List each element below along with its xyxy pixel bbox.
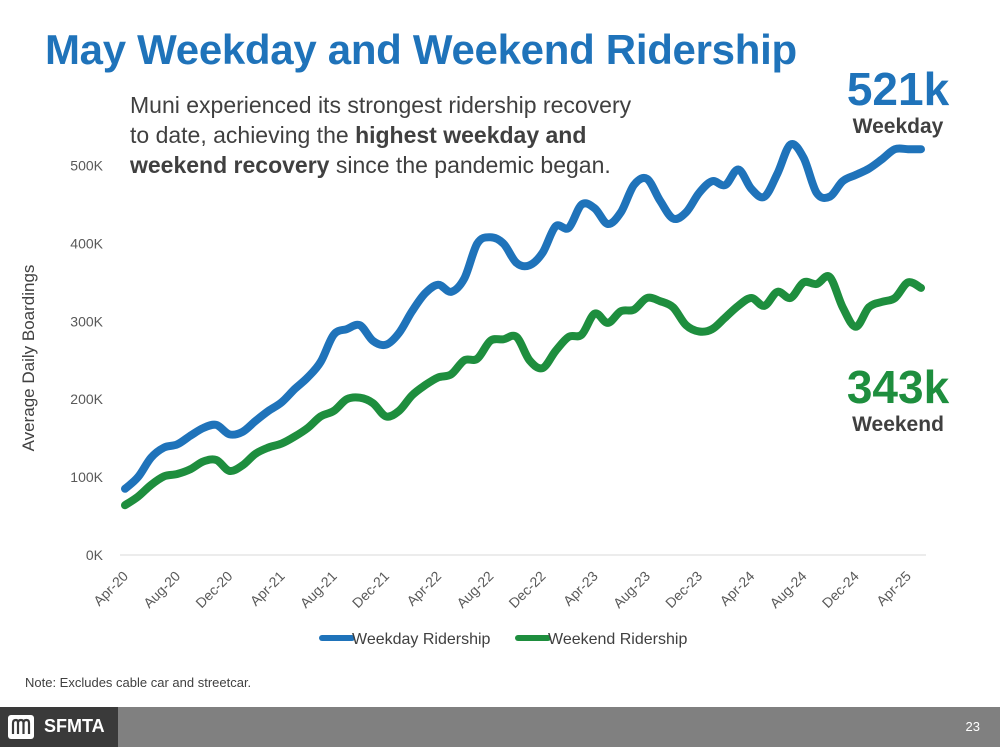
x-tick-label: Aug-23	[610, 568, 653, 611]
legend-weekend-label: Weekend Ridership	[548, 631, 687, 648]
x-tick-label: Apr-24	[716, 568, 757, 609]
weekday-ridership-line	[121, 140, 925, 493]
subtitle-part2: since the pandemic began.	[329, 152, 611, 178]
x-tick-label: Apr-20	[90, 568, 131, 609]
x-tick-label: Apr-25	[873, 568, 914, 609]
brand-box: SFMTA	[0, 707, 118, 747]
x-tick-label: Apr-22	[403, 568, 444, 609]
y-tick-label: 500K	[70, 158, 103, 174]
y-axis-title: Average Daily Boardings	[19, 265, 38, 452]
x-tick-label: Aug-21	[297, 568, 340, 611]
y-tick-label: 0K	[86, 547, 104, 563]
weekend-ridership-line	[121, 272, 925, 510]
x-tick-label: Apr-23	[560, 568, 601, 609]
x-tick-label: Apr-21	[247, 568, 288, 609]
x-tick-label: Aug-24	[766, 568, 809, 611]
muni-logo-icon	[8, 715, 34, 739]
subtitle-part1: Muni experienced its strongest ridership…	[130, 92, 632, 148]
weekend-callout-value: 343k	[846, 361, 950, 413]
weekend-callout-label: Weekend	[852, 413, 944, 436]
x-tick-label: Aug-22	[453, 568, 496, 611]
x-tick-label: Dec-20	[192, 568, 235, 611]
footer-bar: SFMTA 23	[0, 707, 1000, 747]
page-title: May Weekday and Weekend Ridership	[45, 26, 797, 73]
x-tick-label: Dec-24	[819, 568, 862, 611]
weekday-callout: 521k Weekday	[838, 64, 958, 140]
legend-weekday-label: Weekday Ridership	[352, 631, 491, 648]
y-tick-label: 400K	[70, 235, 103, 251]
subtitle-bold: highest weekday and weekend recovery	[130, 122, 587, 178]
brand-name: SFMTA	[44, 716, 105, 736]
weekday-callout-label: Weekday	[852, 115, 944, 138]
x-tick-label: Aug-20	[140, 568, 183, 611]
x-tick-label: Dec-22	[505, 568, 548, 611]
weekend-callout: 343k Weekend	[838, 362, 958, 438]
page-number: 23	[965, 719, 980, 734]
ridership-chart: 0K 100K 200K 300K 400K 500K Average Daily Boar…	[19, 140, 926, 648]
x-tick-label: Dec-21	[349, 568, 392, 611]
weekday-callout-value: 521k	[846, 63, 950, 115]
footnote: Note: Excludes cable car and streetcar.	[25, 675, 252, 690]
subtitle-text: Muni experienced its strongest ridership…	[130, 90, 650, 180]
y-tick-label: 200K	[70, 391, 103, 407]
y-tick-label: 300K	[70, 313, 103, 329]
x-tick-label: Dec-23	[662, 568, 705, 611]
y-tick-label: 100K	[70, 469, 103, 485]
